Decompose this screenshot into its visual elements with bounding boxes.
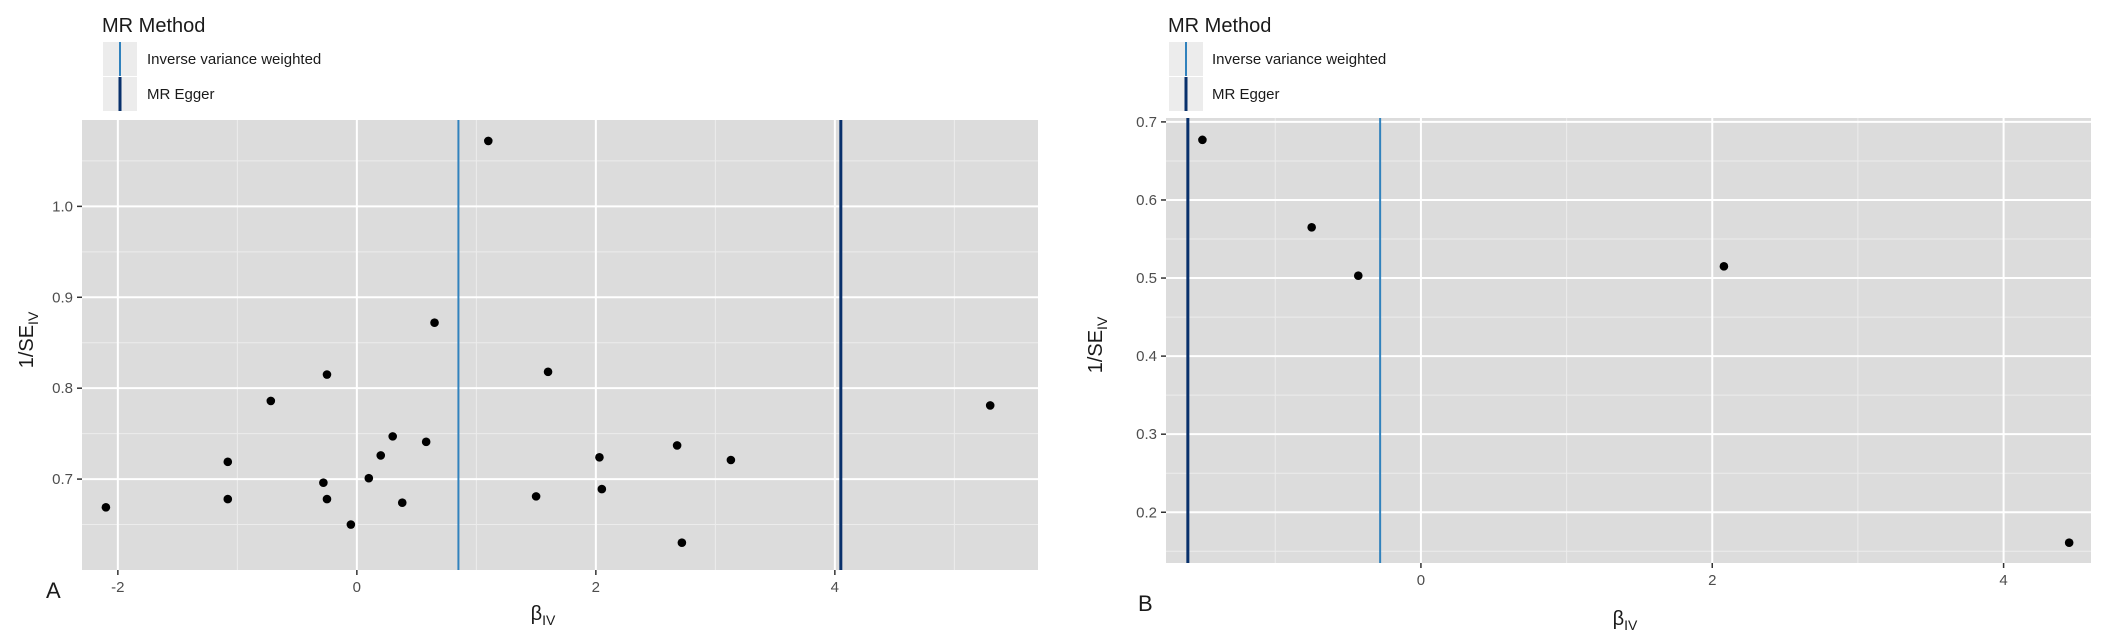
y-tick-label: 0.8 [52,380,73,397]
x-tick-label: 4 [1999,572,2007,589]
data-point [2064,538,2074,548]
legend-label-egger: MR Egger [1212,86,1280,103]
x-tick-label: 2 [1708,572,1716,589]
panel-background [82,120,1038,570]
legend-label-egger: MR Egger [147,86,215,103]
data-point [1198,135,1207,145]
data-point [430,318,439,328]
legend-label-ivw: Inverse variance weighted [147,51,321,68]
plot-area-a: -2 0 2 4 0.7 0.8 0.9 1.0 [52,120,1038,596]
panel-letter-a: A [46,578,61,603]
panel-b: MR Method Inverse variance weighted MR E… [1085,15,2091,633]
legend-key-egger [1169,77,1203,111]
data-point [597,484,607,494]
panel-letter-b: B [1138,591,1153,616]
data-point [346,520,356,529]
data-point [543,367,553,377]
data-point [1719,262,1729,271]
x-axis-label-b: βIV [1613,608,1638,633]
data-point [266,396,276,406]
x-tick-label: 0 [353,579,361,596]
data-point [223,457,233,467]
x-tick-label: 0 [1417,572,1425,589]
data-point [421,437,431,447]
data-point [397,498,407,508]
data-point [322,494,332,504]
data-point [677,538,687,548]
data-point [595,452,604,462]
y-tick-label: 0.5 [1136,270,1157,287]
data-point [484,136,493,146]
legend-key-ivw [1169,42,1203,76]
legend-key-ivw [103,42,137,76]
y-tick-label: 0.3 [1136,426,1157,443]
data-point [1307,222,1316,232]
panel-a: MR Method Inverse variance weighted MR E… [16,15,1038,628]
x-axis-label-a: βIV [531,603,556,628]
data-point [985,401,995,410]
legend-title: MR Method [102,15,205,37]
data-point [223,494,233,504]
data-point [531,492,541,501]
x-tick-label: -2 [111,579,124,596]
data-point [376,451,386,460]
y-tick-label: 0.9 [52,289,73,306]
y-axis-label-a: 1/SEIV [16,311,41,368]
y-tick-label: 1.0 [52,198,73,215]
y-tick-label: 0.7 [52,471,73,488]
data-point [364,473,374,483]
panel-background [1166,118,2091,563]
x-tick-label: 2 [592,579,600,596]
plot-area-b: 0 2 4 0.2 0.3 0.4 0.5 0.6 0.7 [1136,114,2091,589]
data-point [322,370,332,379]
y-tick-label: 0.4 [1136,348,1157,365]
legend-key-egger [103,77,137,111]
data-point [1353,271,1363,281]
y-axis-label-b: 1/SEIV [1085,316,1110,373]
data-point [101,502,111,512]
data-point [388,432,398,441]
legend-label-ivw: Inverse variance weighted [1212,51,1386,68]
data-point [319,478,328,488]
y-tick-label: 0.6 [1136,192,1157,209]
data-point [726,455,736,465]
legend-title: MR Method [1168,15,1271,37]
data-point [672,441,682,450]
x-tick-label: 4 [831,579,839,596]
y-tick-label: 0.2 [1136,504,1157,521]
y-tick-label: 0.7 [1136,114,1157,131]
